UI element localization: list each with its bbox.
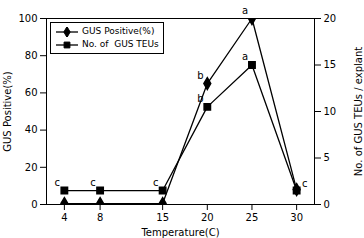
svg-text:No. of GUS TEUs / explant: No. of GUS TEUs / explant	[353, 47, 364, 176]
svg-text:GUS Positive(%): GUS Positive(%)	[2, 71, 13, 152]
svg-text:c: c	[302, 178, 308, 189]
svg-text:0: 0	[324, 199, 330, 210]
svg-text:15: 15	[324, 59, 337, 70]
svg-text:25: 25	[246, 212, 259, 223]
svg-text:c: c	[55, 177, 61, 188]
svg-text:a: a	[242, 5, 248, 16]
svg-text:c: c	[90, 177, 96, 188]
svg-text:20: 20	[324, 13, 337, 24]
svg-text:a: a	[242, 51, 248, 62]
svg-text:b: b	[197, 70, 203, 81]
svg-text:80: 80	[25, 50, 38, 61]
svg-text:20: 20	[201, 212, 214, 223]
svg-text:b: b	[197, 93, 203, 104]
svg-text:5: 5	[324, 152, 330, 163]
html-text:No. of GUS TEUs: No. of GUS TEUs	[82, 39, 159, 49]
svg-text:30: 30	[290, 212, 303, 223]
svg-text:c: c	[153, 177, 159, 188]
svg-text:60: 60	[25, 87, 38, 98]
svg-text:0: 0	[31, 199, 37, 210]
svg-text:8: 8	[97, 212, 103, 223]
svg-text:10: 10	[324, 106, 337, 117]
svg-text:100: 100	[18, 13, 37, 24]
svg-text:Temperature(C): Temperature(C)	[140, 227, 219, 238]
svg-text:15: 15	[156, 212, 169, 223]
svg-text:40: 40	[25, 124, 38, 135]
html-text:GUS Positive(%): GUS Positive(%)	[82, 26, 155, 36]
svg-text:4: 4	[61, 212, 67, 223]
svg-text:20: 20	[25, 162, 38, 173]
